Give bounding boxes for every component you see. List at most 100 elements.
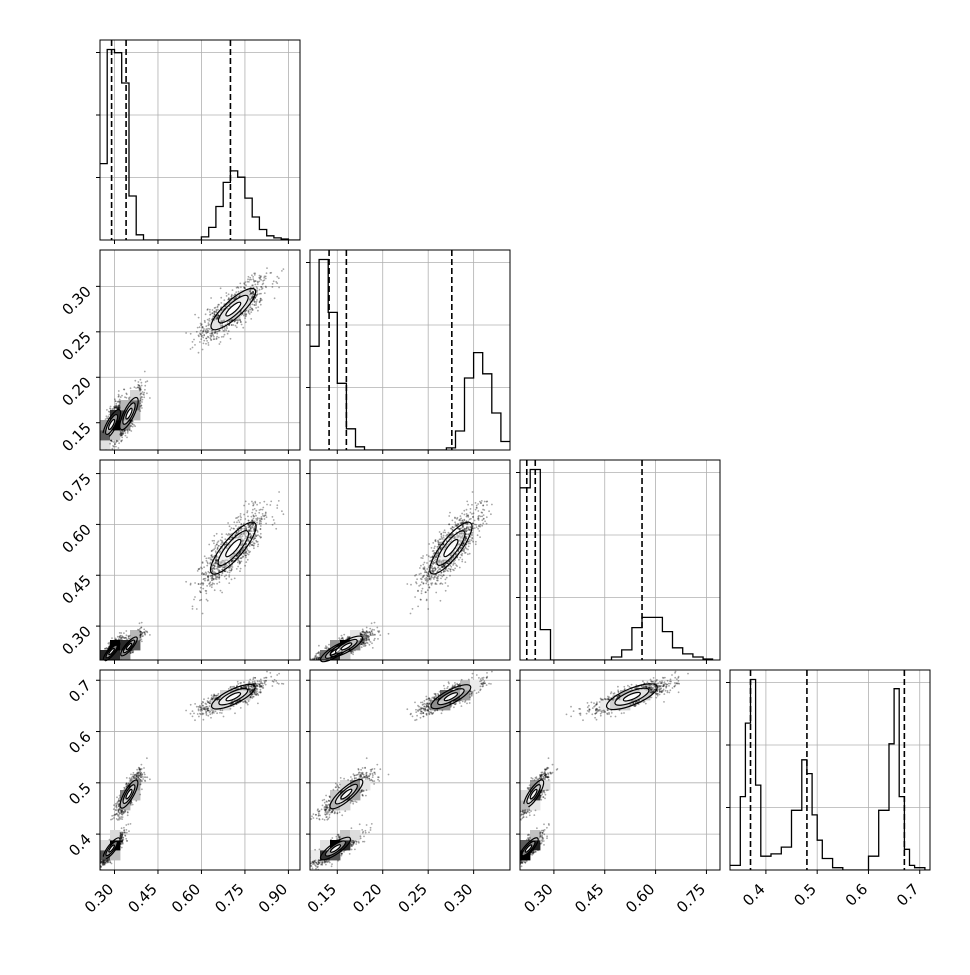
scatter-point	[118, 798, 120, 800]
scatter-point	[448, 568, 450, 570]
scatter-point	[207, 563, 209, 565]
scatter-point	[236, 322, 238, 324]
scatter-point	[205, 590, 207, 592]
scatter-point	[124, 832, 126, 834]
scatter-point	[440, 600, 442, 602]
scatter-point	[127, 812, 129, 814]
scatter-point	[325, 662, 327, 664]
scatter-point	[200, 333, 202, 335]
scatter-point	[234, 712, 236, 714]
scatter-point	[331, 863, 333, 865]
scatter-point	[443, 535, 445, 537]
scatter-point	[477, 534, 479, 536]
scatter-point	[469, 696, 471, 698]
scatter-point	[141, 385, 143, 387]
scatter-point	[113, 804, 115, 806]
scatter-point	[130, 425, 132, 427]
scatter-point	[97, 665, 99, 667]
scatter-point	[251, 304, 253, 306]
scatter-point	[120, 432, 122, 434]
scatter-point	[276, 504, 278, 506]
scatter-point	[205, 325, 207, 327]
scatter-point	[249, 277, 251, 279]
scatter-point	[434, 569, 436, 571]
scatter-point	[479, 536, 481, 538]
scatter-point	[376, 627, 378, 629]
scatter-point	[253, 542, 255, 544]
scatter-point	[476, 674, 478, 676]
scatter-point	[278, 277, 280, 279]
scatter-point	[256, 522, 258, 524]
scatter-point	[217, 547, 219, 549]
scatter-point	[461, 553, 463, 555]
scatter-point	[220, 341, 222, 343]
scatter-point	[474, 527, 476, 529]
scatter-point	[199, 713, 201, 715]
scatter-point	[104, 664, 106, 666]
scatter-point	[209, 705, 211, 707]
scatter-point	[238, 291, 240, 293]
scatter-point	[248, 520, 250, 522]
scatter-point	[146, 380, 148, 382]
scatter-point	[369, 644, 371, 646]
scatter-point	[101, 662, 103, 664]
scatter-point	[216, 333, 218, 335]
scatter-point	[245, 557, 247, 559]
scatter-point	[439, 691, 441, 693]
scatter-point	[415, 581, 417, 583]
scatter-point	[211, 335, 213, 337]
scatter-point	[136, 769, 138, 771]
scatter-point	[254, 538, 256, 540]
scatter-point	[128, 830, 130, 832]
scatter-point	[461, 561, 463, 563]
scatter-point	[445, 590, 447, 592]
scatter-point	[483, 680, 485, 682]
scatter-point	[440, 574, 442, 576]
scatter-point	[310, 662, 312, 664]
scatter-point	[194, 703, 196, 705]
scatter-point	[351, 827, 353, 829]
scatter-point	[221, 712, 223, 714]
scatter-point	[222, 325, 224, 327]
scatter-point	[220, 543, 222, 545]
scatter-point	[245, 561, 247, 563]
scatter-point	[144, 780, 146, 782]
scatter-point	[256, 301, 258, 303]
scatter-point	[125, 838, 127, 840]
scatter-point	[212, 698, 214, 700]
scatter-point	[254, 681, 256, 683]
scatter-point	[242, 556, 244, 558]
scatter-point	[369, 773, 371, 775]
scatter-point	[466, 516, 468, 518]
scatter-point	[228, 688, 230, 690]
scatter-point	[250, 311, 252, 313]
scatter-point	[326, 819, 328, 821]
scatter-point	[354, 775, 356, 777]
scatter-point	[466, 548, 468, 550]
scatter-point	[354, 778, 356, 780]
scatter-point	[105, 663, 107, 665]
scatter-point	[317, 661, 319, 663]
scatter-point	[251, 544, 253, 546]
scatter-point	[115, 638, 117, 640]
scatter-point	[237, 683, 239, 685]
scatter-point	[126, 634, 128, 636]
scatter-point	[115, 665, 117, 667]
scatter-point	[516, 857, 518, 859]
scatter-point	[129, 429, 131, 431]
scatter-point	[472, 673, 474, 675]
scatter-point	[308, 865, 310, 867]
scatter-point	[244, 700, 246, 702]
scatter-point	[470, 512, 472, 514]
scatter-point	[415, 711, 417, 713]
scatter-point	[219, 574, 221, 576]
scatter-point	[238, 530, 240, 532]
scatter-point	[228, 533, 230, 535]
scatter-point	[243, 553, 245, 555]
scatter-point	[422, 704, 424, 706]
scatter-point	[126, 393, 128, 395]
scatter-point	[326, 801, 328, 803]
scatter-point	[329, 663, 331, 665]
scatter-point	[209, 700, 211, 702]
